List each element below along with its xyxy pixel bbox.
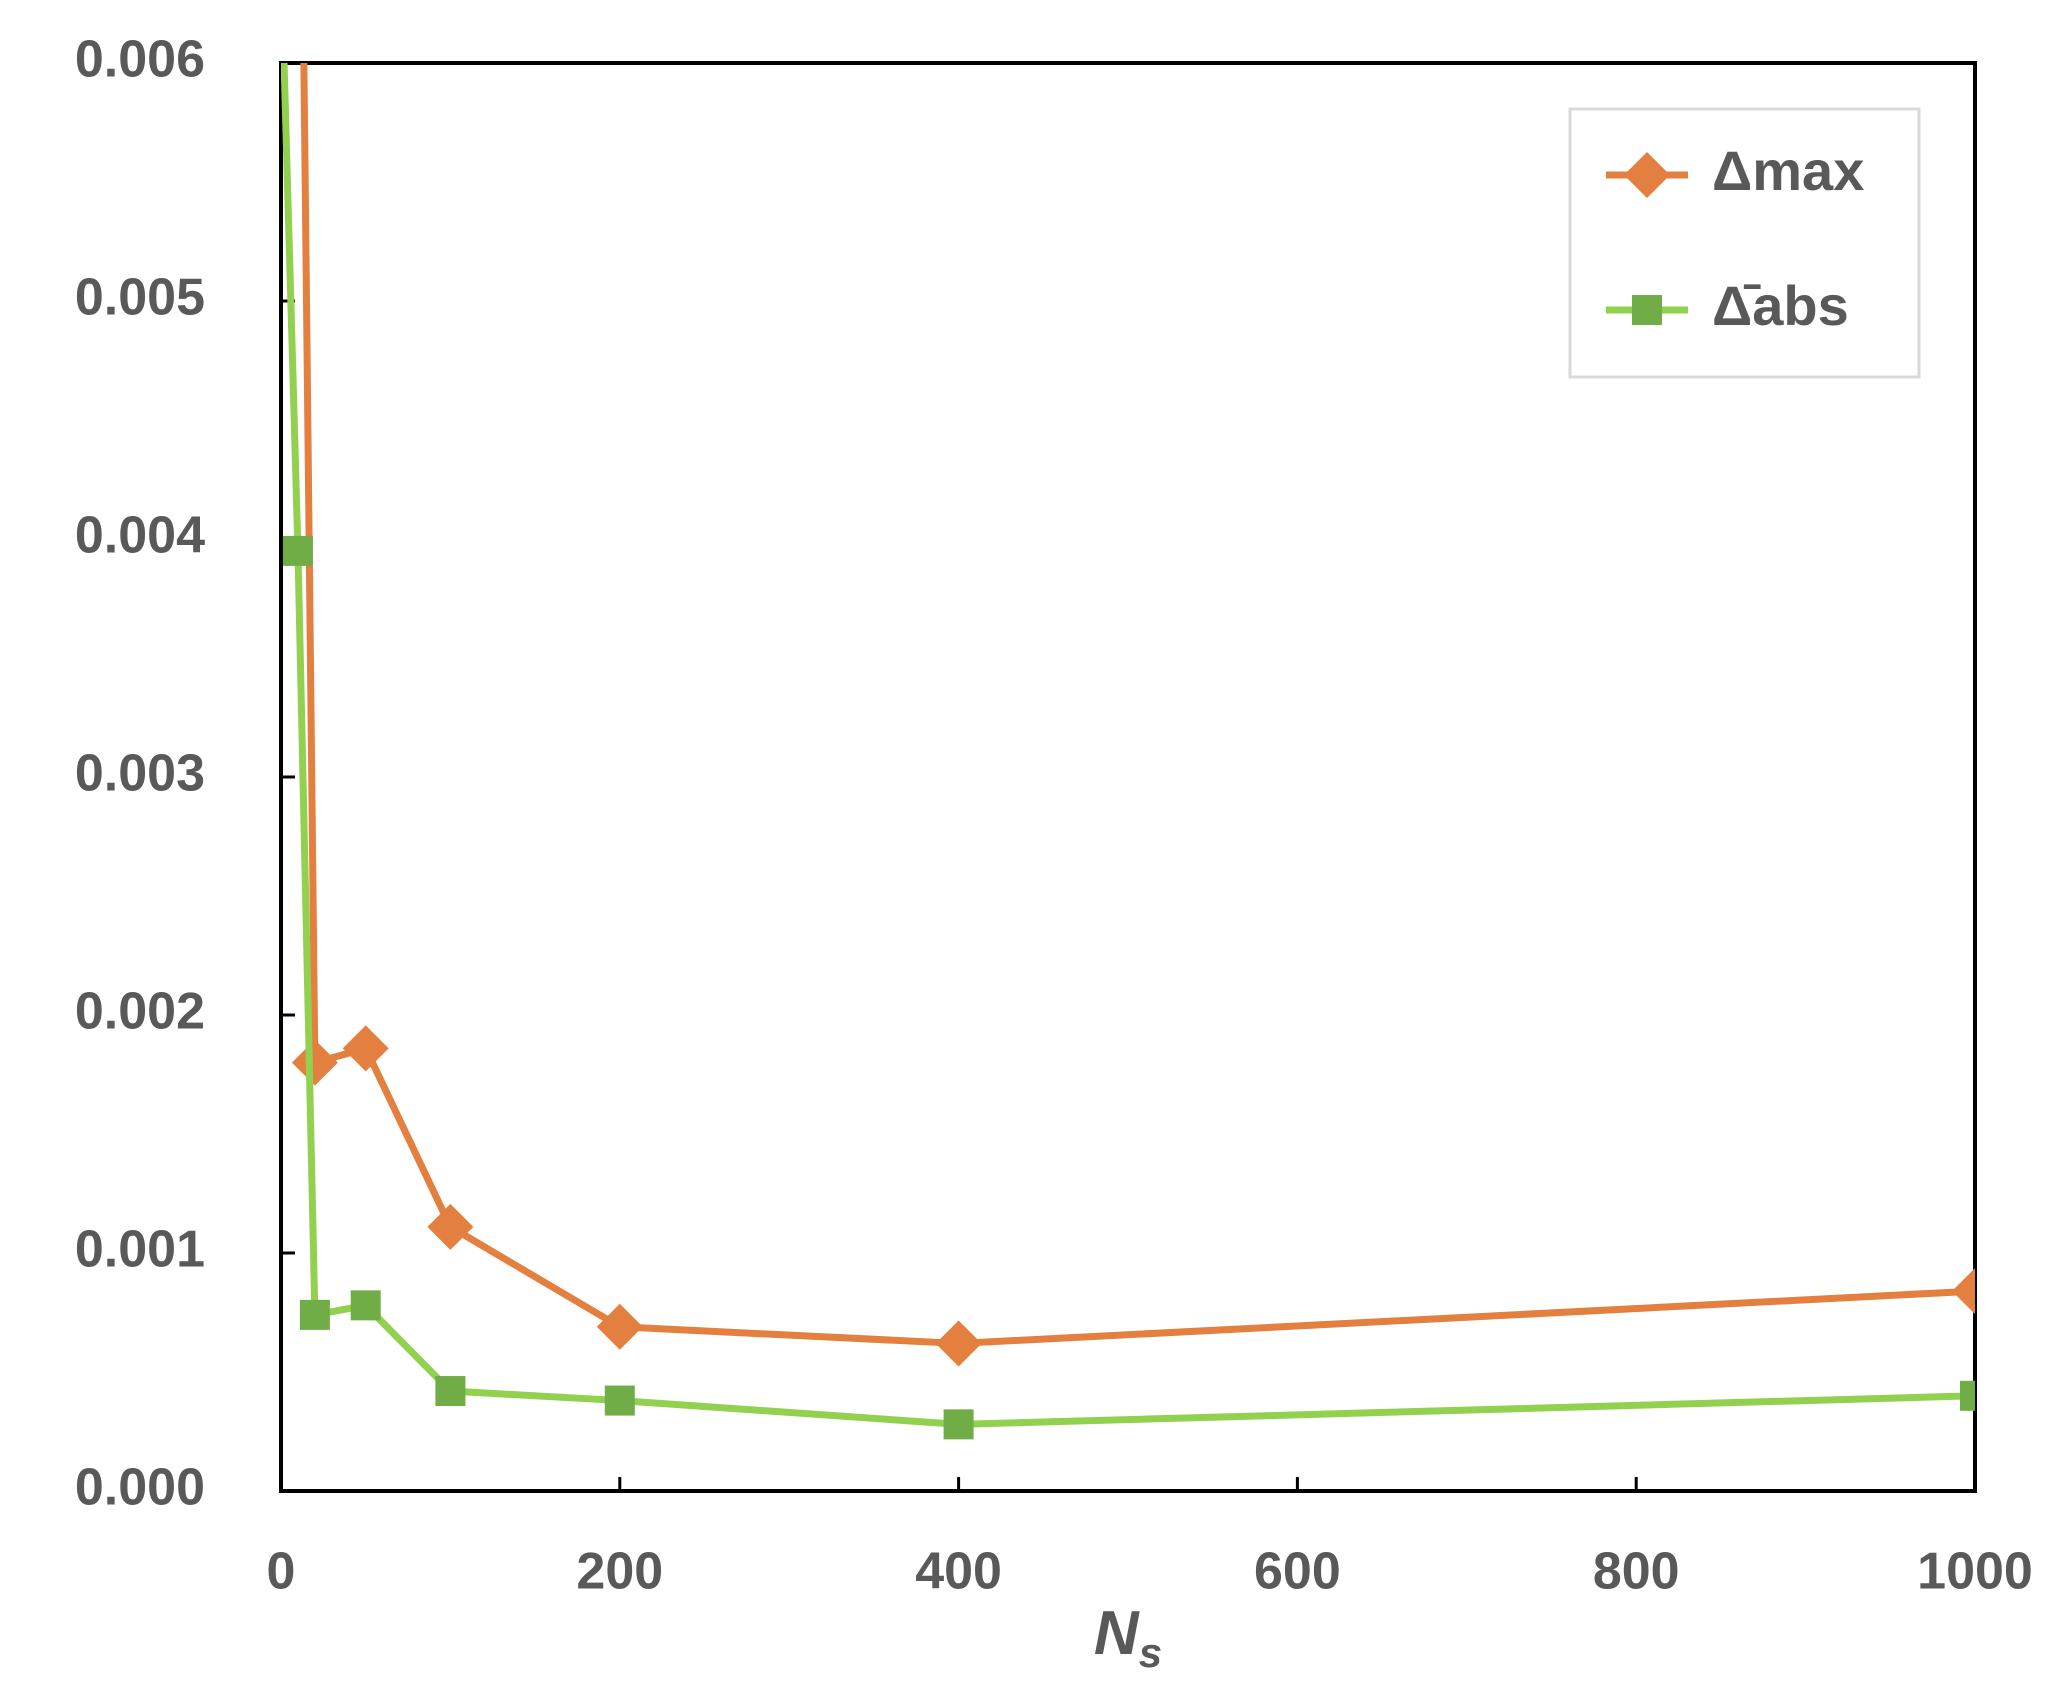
- data-point: [350, 1290, 381, 1321]
- data-point: [1952, 1268, 1975, 1315]
- x-label-main: N: [1094, 1599, 1140, 1668]
- y-tick-label: 0.001: [75, 1221, 205, 1279]
- x-tick-label: 200: [576, 1543, 663, 1601]
- data-point: [935, 1320, 982, 1367]
- data-point: [1960, 1380, 1975, 1411]
- y-tick-label: 0.002: [75, 983, 205, 1041]
- legend-marker: [1624, 152, 1670, 198]
- legend-box: [1568, 107, 1921, 379]
- data-point: [299, 1299, 330, 1330]
- x-tick-label: 1000: [1917, 1543, 2033, 1601]
- data-point: [342, 1025, 389, 1072]
- data-point: [268, 0, 298, 30]
- legend-label: Δmax: [1712, 139, 1864, 202]
- x-label-subscript: s: [1139, 1629, 1162, 1676]
- data-point: [282, 535, 313, 566]
- legend-label: Δ̄abs: [1712, 274, 1849, 337]
- x-tick-label: 800: [1593, 1543, 1680, 1601]
- x-tick-label: 400: [915, 1543, 1002, 1601]
- data-point: [427, 1203, 474, 1250]
- y-tick-label: 0.006: [75, 31, 205, 89]
- y-tick-label: 0.004: [75, 507, 205, 565]
- x-axis-label: Ns: [1094, 1599, 1162, 1676]
- series-line: [300, 63, 1975, 1347]
- data-point: [291, 1039, 338, 1086]
- series-line: [281, 63, 1975, 1428]
- y-tick-label: 0.005: [75, 269, 205, 327]
- data-point: [943, 1409, 974, 1440]
- y-tick-label: 0.000: [75, 1459, 205, 1517]
- legend-marker: [1632, 295, 1662, 325]
- data-point: [596, 1303, 643, 1350]
- y-tick-label: 0.003: [75, 745, 205, 803]
- plot-area: [268, 0, 1975, 1440]
- data-point: [435, 1376, 466, 1407]
- x-tick-label: 0: [267, 1543, 296, 1601]
- x-tick-label: 600: [1254, 1543, 1341, 1601]
- data-point: [604, 1385, 635, 1416]
